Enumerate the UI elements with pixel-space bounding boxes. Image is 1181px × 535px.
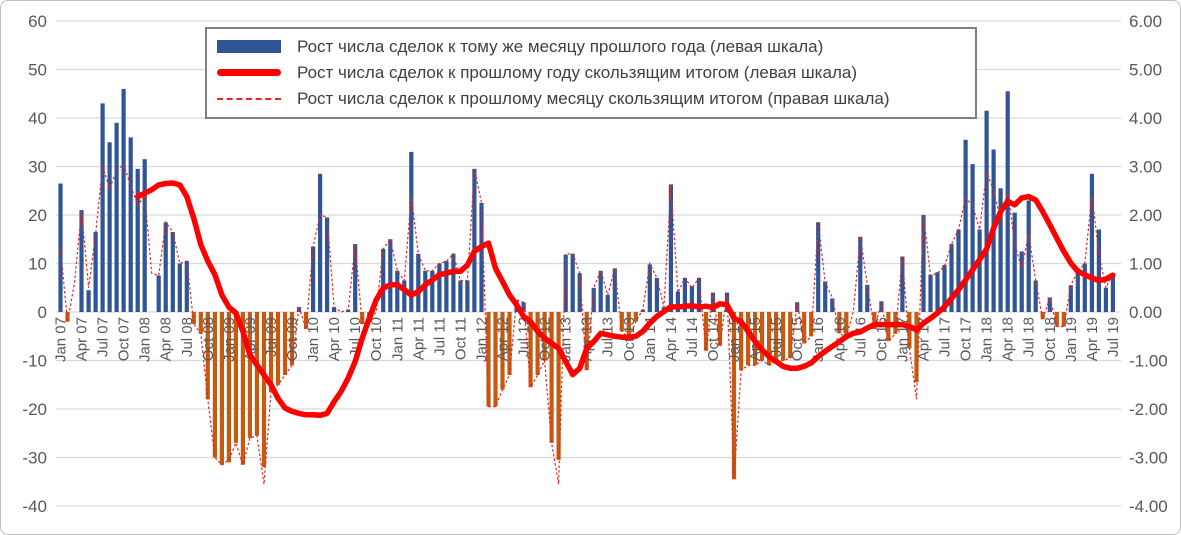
chart-legend: Рост числа сделок к тому же месяцу прошл… — [205, 27, 977, 119]
left-axis-labels: 60 50 40 30 20 10 0 -10 -20 -30 -40 — [22, 12, 47, 516]
svg-text:40: 40 — [28, 109, 47, 128]
svg-text:Jul 18: Jul 18 — [1021, 317, 1038, 357]
svg-text:Oct 18: Oct 18 — [1042, 317, 1059, 361]
svg-text:Apr 08: Apr 08 — [158, 317, 175, 361]
svg-text:-40: -40 — [22, 497, 47, 516]
svg-text:Oct 09: Oct 09 — [284, 317, 301, 361]
svg-text:Oct 08: Oct 08 — [200, 317, 217, 361]
svg-text:Jan 15: Jan 15 — [726, 317, 743, 362]
svg-text:50: 50 — [28, 61, 47, 80]
svg-text:Jan 10: Jan 10 — [305, 317, 322, 362]
svg-text:Jul 08: Jul 08 — [179, 317, 196, 357]
svg-text:Apr 12: Apr 12 — [495, 317, 512, 361]
svg-text:-1.00: -1.00 — [1129, 352, 1168, 371]
svg-text:0.00: 0.00 — [1129, 303, 1162, 322]
svg-text:-20: -20 — [22, 400, 47, 419]
svg-text:-10: -10 — [22, 352, 47, 371]
svg-text:Jul 15: Jul 15 — [768, 317, 785, 357]
svg-text:Jul 07: Jul 07 — [95, 317, 112, 357]
legend-item-dashed-line: Рост числа сделок к прошлому месяцу скол… — [217, 86, 965, 111]
svg-text:Jan 19: Jan 19 — [1063, 317, 1080, 362]
svg-text:Oct 14: Oct 14 — [705, 317, 722, 361]
svg-text:Apr 11: Apr 11 — [410, 317, 427, 360]
svg-text:Jul 11: Jul 11 — [431, 317, 448, 356]
svg-text:Oct 10: Oct 10 — [368, 317, 385, 361]
svg-text:3.00: 3.00 — [1129, 158, 1162, 177]
svg-text:30: 30 — [28, 158, 47, 177]
svg-text:1.00: 1.00 — [1129, 255, 1162, 274]
svg-text:-3.00: -3.00 — [1129, 449, 1168, 468]
svg-text:6.00: 6.00 — [1129, 12, 1162, 31]
svg-text:Oct 07: Oct 07 — [116, 317, 133, 361]
svg-text:Oct 17: Oct 17 — [958, 317, 975, 361]
solid-line-marker-icon — [217, 69, 283, 76]
svg-text:Jul 12: Jul 12 — [516, 317, 533, 357]
right-axis-labels: 6.00 5.00 4.00 3.00 2.00 1.00 0.00 -1.00 -2.00 -3… — [1129, 12, 1168, 516]
svg-text:Apr 19: Apr 19 — [1084, 317, 1101, 361]
svg-text:Apr 13: Apr 13 — [579, 317, 596, 361]
legend-label-solid-line: Рост числа сделок к прошлому году скольз… — [297, 62, 857, 82]
svg-text:Oct 11: Oct 11 — [452, 317, 469, 360]
svg-text:-30: -30 — [22, 449, 47, 468]
svg-text:Jul 14: Jul 14 — [684, 317, 701, 357]
legend-label-bars: Рост числа сделок к тому же месяцу прошл… — [297, 36, 824, 56]
svg-text:Apr 14: Apr 14 — [663, 317, 680, 361]
svg-text:Jul 17: Jul 17 — [937, 317, 954, 357]
svg-text:-4.00: -4.00 — [1129, 497, 1168, 516]
svg-text:4.00: 4.00 — [1129, 109, 1162, 128]
svg-text:Jan 09: Jan 09 — [221, 317, 238, 362]
svg-text:0: 0 — [38, 303, 47, 322]
svg-text:Jan 12: Jan 12 — [474, 317, 491, 362]
svg-text:Apr 18: Apr 18 — [1000, 317, 1017, 361]
svg-text:Apr 10: Apr 10 — [326, 317, 343, 361]
svg-text:60: 60 — [28, 12, 47, 31]
svg-text:10: 10 — [28, 255, 47, 274]
svg-text:5.00: 5.00 — [1129, 61, 1162, 80]
svg-text:Jul 19: Jul 19 — [1105, 317, 1122, 357]
svg-text:Oct 15: Oct 15 — [789, 317, 806, 361]
dashed-line — [59, 162, 1114, 485]
svg-text:Jul 09: Jul 09 — [263, 317, 280, 357]
svg-text:-2.00: -2.00 — [1129, 400, 1168, 419]
solid-line — [134, 180, 1116, 419]
bar-series-marker-icon — [217, 40, 283, 53]
svg-text:Jan 11: Jan 11 — [389, 317, 406, 361]
x-axis-labels: Jan 07 Apr 07 Jul 07 Oct 07 Jan 08 Apr 08 Jul … — [53, 317, 1122, 362]
legend-item-solid-line: Рост числа сделок к прошлому году скольз… — [217, 60, 965, 85]
svg-text:2.00: 2.00 — [1129, 206, 1162, 225]
legend-item-bars: Рост числа сделок к тому же месяцу прошл… — [217, 34, 965, 59]
svg-text:Jan 07: Jan 07 — [53, 317, 70, 362]
dashed-line-marker-icon — [217, 97, 283, 100]
svg-text:Jan 18: Jan 18 — [979, 317, 996, 362]
svg-text:20: 20 — [28, 206, 47, 225]
legend-label-dashed-line: Рост числа сделок к прошлому месяцу скол… — [297, 88, 890, 108]
svg-text:Apr 07: Apr 07 — [74, 317, 91, 361]
svg-text:Jul 16: Jul 16 — [852, 317, 869, 357]
svg-text:Jan 08: Jan 08 — [137, 317, 154, 362]
svg-text:Oct 16: Oct 16 — [873, 317, 890, 361]
